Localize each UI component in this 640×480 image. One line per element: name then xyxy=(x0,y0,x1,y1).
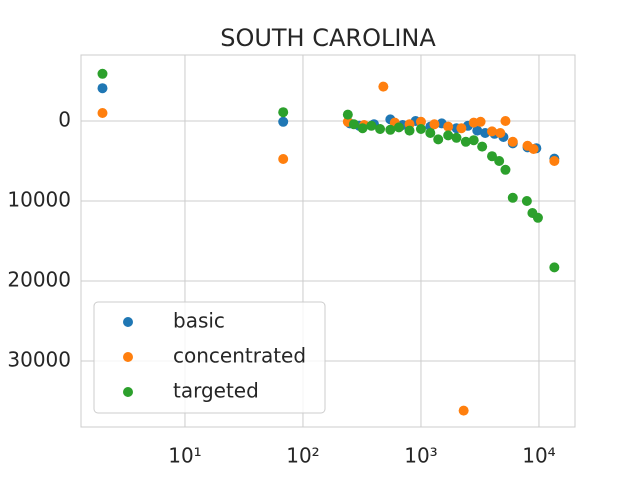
point xyxy=(475,116,486,127)
point xyxy=(97,83,108,94)
y-tick-label: 10000 xyxy=(7,188,71,212)
point xyxy=(429,119,440,130)
point xyxy=(521,196,532,206)
point xyxy=(278,154,289,164)
point xyxy=(278,107,289,118)
point xyxy=(443,121,454,132)
legend-marker xyxy=(123,317,133,327)
point xyxy=(385,124,396,135)
legend-marker xyxy=(123,387,133,397)
x-axis-label: Population xyxy=(275,477,380,480)
point xyxy=(500,116,511,126)
legend-marker xyxy=(123,352,133,362)
point xyxy=(528,144,539,154)
point xyxy=(375,124,386,134)
point xyxy=(443,130,454,141)
point xyxy=(278,116,289,127)
point xyxy=(366,120,377,131)
point xyxy=(477,141,488,152)
point xyxy=(451,132,462,143)
plot-frame xyxy=(80,54,576,428)
point xyxy=(433,134,444,145)
point xyxy=(404,125,415,136)
point xyxy=(494,156,505,166)
point xyxy=(456,123,467,134)
chart-title: SOUTH CAROLINA xyxy=(220,24,436,52)
point xyxy=(507,192,518,203)
point xyxy=(495,128,506,138)
point xyxy=(460,136,471,147)
point xyxy=(415,124,426,134)
point xyxy=(348,119,359,130)
point xyxy=(97,68,108,79)
point xyxy=(532,212,543,223)
point xyxy=(507,136,518,147)
point xyxy=(378,81,389,92)
point xyxy=(549,262,560,273)
point xyxy=(487,126,498,137)
point xyxy=(342,109,353,120)
y-tick-label: 20000 xyxy=(7,268,71,292)
point xyxy=(468,135,479,146)
point xyxy=(97,108,108,118)
x-tick-label: 10³ xyxy=(404,444,437,468)
point xyxy=(393,122,404,133)
x-tick-label: 10⁴ xyxy=(522,444,555,468)
y-tick-label: 30000 xyxy=(7,348,71,372)
x-tick-label: 10² xyxy=(286,444,319,468)
legend-label: targeted xyxy=(173,379,259,403)
x-tick-label: 10¹ xyxy=(168,444,201,468)
point xyxy=(549,156,560,166)
point xyxy=(357,123,368,134)
legend-label: concentrated xyxy=(173,344,306,368)
point xyxy=(472,125,483,136)
point xyxy=(487,151,498,162)
y-tick-label: 0 xyxy=(58,108,71,132)
point xyxy=(500,164,511,175)
point xyxy=(425,128,436,138)
legend-label: basic xyxy=(173,309,225,333)
point xyxy=(458,405,469,416)
point xyxy=(415,116,426,127)
legend-box xyxy=(93,301,326,414)
